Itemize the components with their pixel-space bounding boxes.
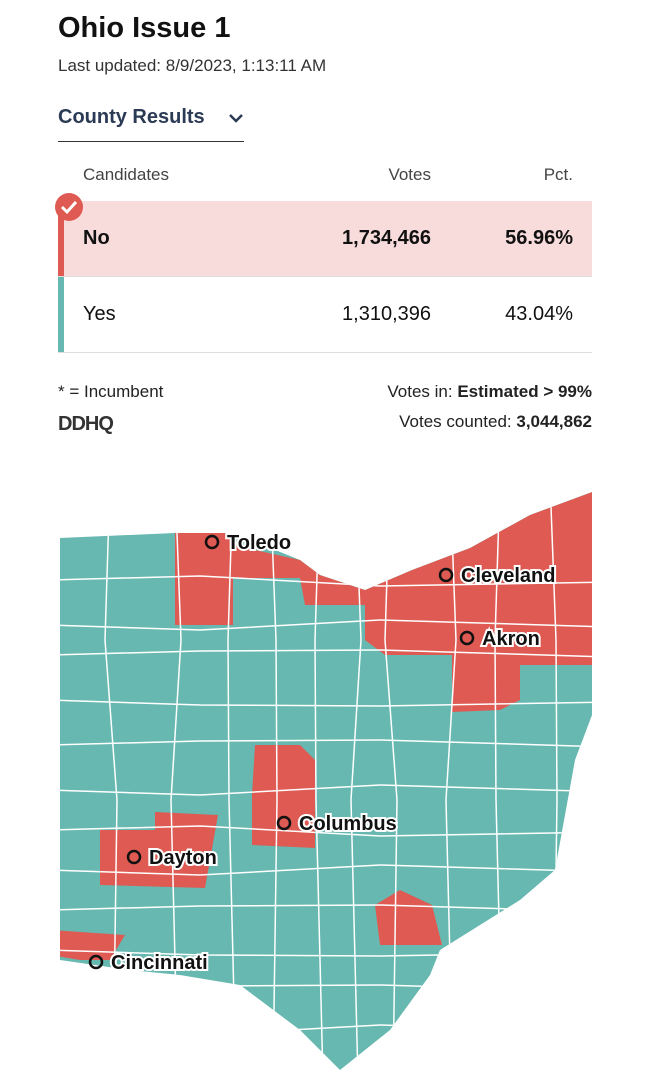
county-line	[60, 649, 592, 658]
table-row: Yes 1,310,396 43.04%	[58, 277, 592, 353]
votes-counted: Votes counted: 3,044,862	[399, 412, 592, 432]
city-label: Cleveland	[461, 565, 555, 587]
column-header: Votes	[388, 165, 431, 184]
votes: 1,734,466	[342, 227, 431, 249]
city-marker	[126, 849, 142, 865]
city-marker	[276, 815, 292, 831]
county-line	[60, 904, 592, 913]
color-bar	[58, 201, 64, 276]
votes: 1,310,396	[342, 303, 431, 325]
pct: 56.96%	[505, 227, 573, 249]
county-line	[104, 492, 118, 1070]
votes-counted-label: Votes counted:	[399, 412, 512, 431]
votes-in-value: Estimated > 99%	[457, 382, 592, 401]
county-line	[60, 739, 592, 748]
county-line	[445, 492, 457, 1070]
county-line	[60, 699, 592, 707]
city-label: Akron	[482, 628, 540, 650]
dropdown-label[interactable]: County Results	[58, 106, 205, 128]
city-label: Cincinnati	[111, 952, 208, 974]
city-marker	[459, 630, 475, 646]
city-marker	[438, 567, 454, 583]
chevron[interactable]	[228, 112, 244, 124]
color-bar	[58, 277, 64, 352]
votes-in-label: Votes in:	[387, 382, 453, 401]
candidate: Yes	[83, 303, 116, 325]
winner-check	[55, 193, 83, 221]
results-dropdown[interactable]: County Results	[58, 106, 244, 142]
table-row: No 1,734,466 56.96%	[58, 201, 592, 277]
county-line	[60, 864, 592, 876]
no-counties	[60, 492, 592, 960]
county-line	[269, 492, 278, 1070]
county-line	[60, 619, 592, 631]
logo: DDHQ	[58, 413, 114, 435]
cities: Toledo Cleveland Akron Columbus Dayton Cincin…	[88, 530, 557, 976]
candidate: No	[83, 227, 110, 249]
city-marker	[88, 954, 104, 970]
city-label: Columbus	[299, 813, 397, 835]
last-updated: Last updated: 8/9/2023, 1:13:11 AM	[58, 56, 327, 75]
votes-counted-value: 3,044,862	[516, 412, 592, 431]
county-line	[60, 784, 592, 796]
column-header: Candidates	[83, 165, 170, 184]
city-label: Dayton	[149, 847, 217, 869]
votes-in: Votes in: Estimated > 99%	[387, 382, 592, 402]
county-line	[170, 492, 182, 1070]
title: Ohio Issue 1	[58, 12, 231, 44]
city-label: Toledo	[227, 532, 291, 554]
incumbent-note: * = Incumbent	[58, 382, 164, 401]
city-marker	[204, 534, 220, 550]
pct: 43.04%	[505, 303, 573, 325]
column-header: Pct.	[543, 165, 573, 184]
county-line	[60, 825, 592, 837]
county-line	[227, 492, 237, 1070]
county-line	[60, 575, 592, 587]
